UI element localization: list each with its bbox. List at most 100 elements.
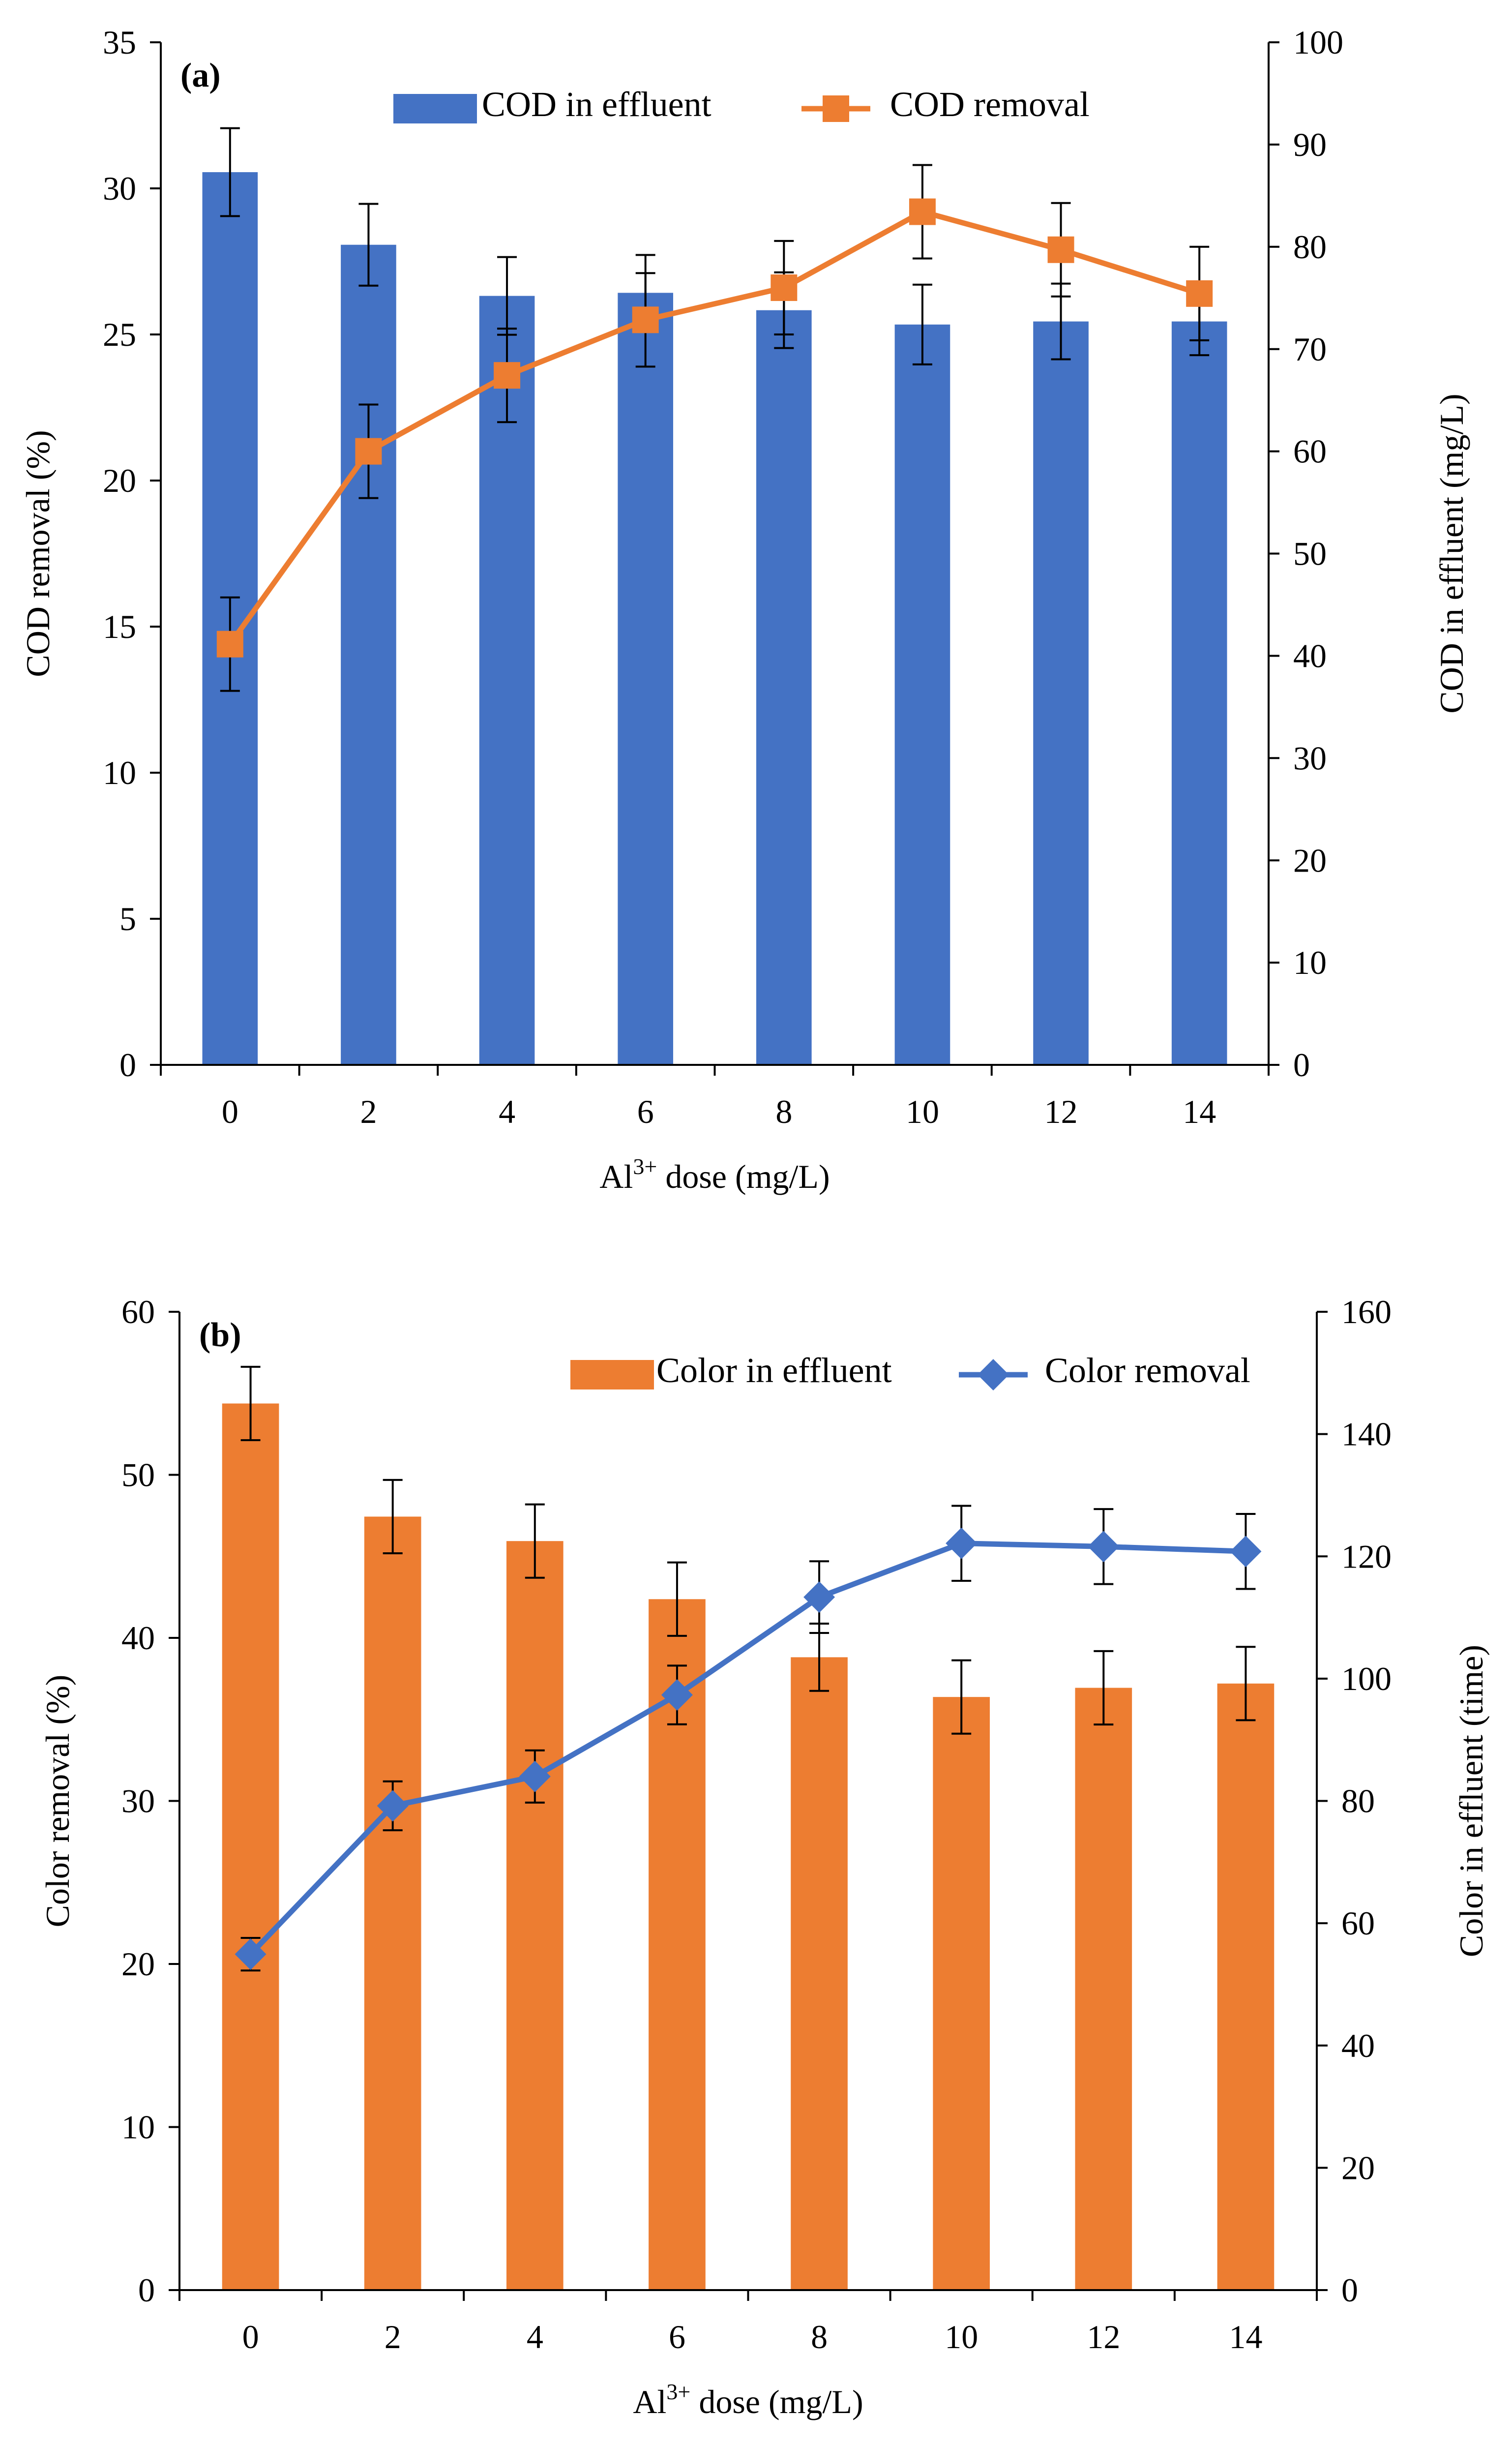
bar-error-bar-6: [667, 1561, 687, 1637]
bar-14: [1217, 1683, 1275, 2290]
right-tick-label: 90: [1293, 126, 1327, 163]
left-tick-label: 5: [119, 900, 136, 937]
x-tick-label: 10: [945, 2318, 978, 2355]
x-tick-label: 14: [1229, 2318, 1262, 2355]
legend-label-line: Color removal: [1045, 1351, 1250, 1390]
left-tick-label: 60: [121, 1293, 155, 1330]
bar-8: [791, 1657, 848, 2290]
right-tick-label: 40: [1293, 637, 1327, 675]
left-tick-label: 40: [121, 1619, 155, 1657]
bar-8: [756, 310, 812, 1065]
bar-error-bar-0: [220, 127, 240, 217]
line-point-10: [909, 198, 936, 225]
right-tick-label: 120: [1341, 1538, 1392, 1575]
x-tick-label: 12: [1087, 2318, 1120, 2355]
left-tick-label: 15: [103, 608, 136, 645]
legend-marker: [823, 95, 849, 122]
x-tick-label: 8: [775, 1093, 792, 1130]
x-axis-label: Al3+ dose (mg/L): [599, 1154, 830, 1195]
x-tick-label: 0: [242, 2318, 259, 2355]
right-tick-label: 0: [1293, 1046, 1310, 1084]
left-axis-label: Color removal (%): [39, 1675, 76, 1928]
right-tick-label: 0: [1341, 2271, 1358, 2309]
left-tick-label: 30: [121, 1782, 155, 1820]
x-tick-label: 12: [1044, 1093, 1078, 1130]
x-tick-label: 2: [360, 1093, 377, 1130]
bar-10: [894, 324, 950, 1065]
panel-label: (b): [199, 1316, 241, 1354]
right-tick-label: 60: [1341, 1904, 1375, 1942]
bar-6: [618, 293, 674, 1065]
x-axis-label: Al3+ dose (mg/L): [633, 2379, 863, 2420]
right-tick-label: 70: [1293, 331, 1327, 368]
right-tick-label: 140: [1341, 1416, 1392, 1453]
line-series-cod-removal: [228, 209, 1200, 646]
right-tick-label: 80: [1293, 228, 1327, 266]
right-tick-label: 100: [1293, 24, 1343, 61]
right-tick-label: 30: [1293, 739, 1327, 777]
bar-error-bar-12: [1094, 1650, 1114, 1726]
bar-12: [1033, 321, 1089, 1065]
left-tick-label: 20: [121, 1945, 155, 1983]
right-tick-label: 10: [1293, 944, 1327, 981]
line-point-6: [632, 306, 659, 333]
left-tick-label: 50: [121, 1456, 155, 1494]
bar-2: [341, 244, 396, 1065]
legend-label-bar: Color in effluent: [656, 1351, 892, 1390]
bar-error-bar-10: [951, 1659, 972, 1735]
x-tick-label: 10: [906, 1093, 939, 1130]
x-tick-label: 2: [385, 2318, 401, 2355]
right-tick-label: 40: [1341, 2027, 1375, 2064]
bar-2: [364, 1516, 421, 2290]
line-point-8: [771, 274, 798, 301]
line-series-color-removal: [248, 1540, 1246, 1956]
x-tick-label: 8: [811, 2318, 828, 2355]
right-axis-label: COD in effluent (mg/L): [1433, 393, 1470, 713]
legend-marker: [978, 1359, 1009, 1390]
left-tick-label: 0: [119, 1046, 136, 1084]
x-tick-label: 0: [222, 1093, 238, 1130]
left-tick-label: 10: [103, 754, 136, 791]
right-tick-label: 50: [1293, 535, 1327, 573]
left-tick-label: 25: [103, 316, 136, 353]
left-tick-label: 30: [103, 170, 136, 207]
right-tick-label: 20: [1341, 2149, 1375, 2186]
bar-error-bar-2: [383, 1479, 403, 1555]
right-tick-label: 60: [1293, 433, 1327, 470]
bar-error-bar-2: [358, 203, 379, 287]
chart-panel-a: 0 5 10 15 20 25 30 35 0 10 20 30 40 50 60 70 80 90 100 0 2 4 6…: [19, 24, 1470, 1195]
right-tick-label: 160: [1341, 1293, 1392, 1330]
right-tick-label: 80: [1341, 1782, 1375, 1820]
bar-error-bar-10: [912, 283, 932, 365]
x-tick-label: 14: [1183, 1093, 1216, 1130]
right-axis-label: Color in effluent (time): [1453, 1645, 1490, 1957]
x-tick-label: 4: [499, 1093, 515, 1130]
panel-label: (a): [180, 57, 221, 94]
line-point-6: [661, 1679, 693, 1711]
chart-panel-b: 0 10 20 30 40 50 60 0 20 40 60 80 100 120 140 160 0 2 4 6 8 1…: [39, 1293, 1490, 2420]
bar-4: [479, 296, 535, 1065]
bar-error-bar-0: [240, 1365, 261, 1442]
legend: Color in effluent Color removal: [570, 1351, 1250, 1390]
line-point-0: [235, 1938, 267, 1970]
left-axis-label: COD removal (%): [19, 430, 57, 677]
line-point-8: [803, 1581, 835, 1613]
line-point-2: [377, 1790, 409, 1822]
line-point-4: [519, 1760, 551, 1792]
x-tick-label: 4: [527, 2318, 543, 2355]
line-point-12: [1088, 1531, 1120, 1563]
line-point-12: [1047, 236, 1074, 263]
x-tick-label: 6: [637, 1093, 654, 1130]
left-tick-label: 20: [103, 462, 136, 499]
bar-error-bar-4: [525, 1503, 545, 1579]
legend-swatch-bar: [570, 1360, 654, 1389]
line-point-2: [355, 438, 382, 465]
legend-swatch-bar: [393, 94, 477, 123]
line-point-10: [946, 1527, 978, 1559]
legend-label-line: COD removal: [890, 85, 1090, 124]
right-tick-label: 100: [1341, 1660, 1392, 1697]
left-tick-label: 35: [103, 24, 136, 61]
bar-0: [222, 1403, 279, 2290]
left-tick-label: 10: [121, 2109, 155, 2146]
